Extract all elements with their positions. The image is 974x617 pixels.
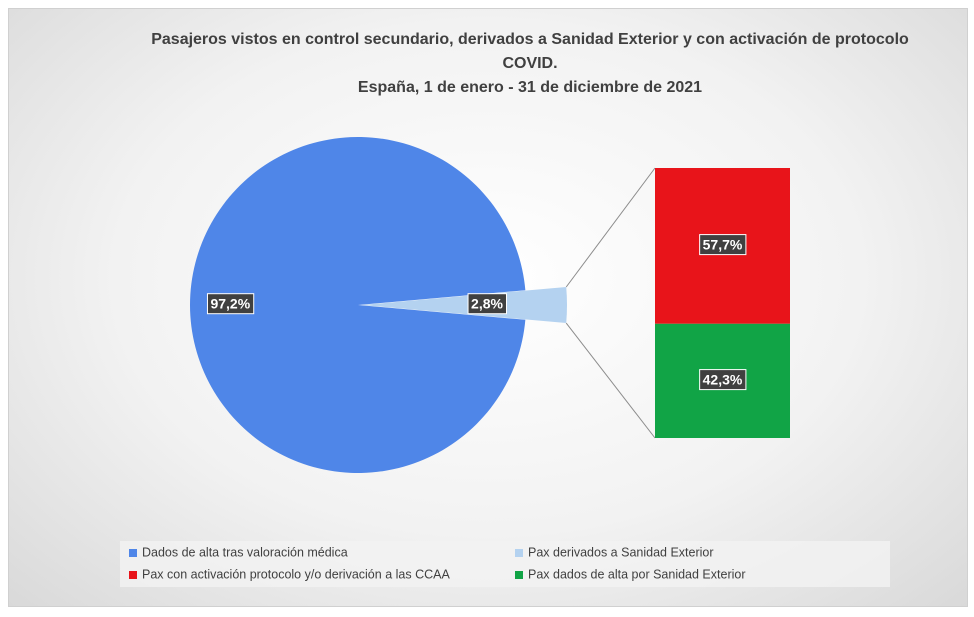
title-block: Pasajeros vistos en control secundario, … [130, 28, 930, 100]
data-label: 2,8% [471, 296, 503, 312]
pie-slice [190, 137, 526, 473]
data-label-box [467, 293, 508, 315]
chart-title: Pasajeros vistos en control secundario, … [151, 31, 909, 72]
connector [565, 322, 656, 439]
legend-label: Pax dados de alta por Sanidad Exterior [528, 567, 746, 581]
legend-box [120, 541, 890, 587]
data-label-box [699, 234, 747, 256]
legend-swatch [515, 571, 523, 579]
connector [565, 167, 656, 288]
data-label-box [206, 293, 255, 315]
legend-label: Pax derivados a Sanidad Exterior [528, 545, 714, 559]
legend-label: Pax con activación protocolo y/o derivac… [142, 567, 450, 581]
chart-subtitle: España, 1 de enero - 31 de diciembre de … [357, 79, 703, 96]
data-label-box [699, 369, 747, 391]
legend-swatch [515, 549, 523, 557]
legend-label: Dados de alta tras valoración médica [142, 545, 348, 559]
data-label: 42,3% [703, 372, 743, 388]
pie-slice [362, 286, 568, 324]
legend-swatch [129, 571, 137, 579]
data-label: 97,2% [210, 296, 250, 312]
data-label: 57,7% [703, 237, 743, 253]
legend-swatch [129, 549, 137, 557]
